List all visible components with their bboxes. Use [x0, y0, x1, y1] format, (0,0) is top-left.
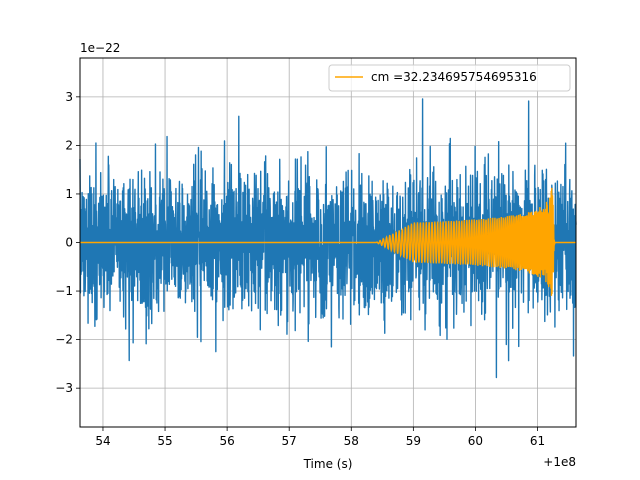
legend-label-cm: cm =32.234695754695316 [371, 70, 537, 84]
x-axis-label: Time (s) [303, 457, 353, 471]
y-tick-label: −3 [55, 381, 73, 395]
x-tick-label: 61 [530, 434, 545, 448]
y-tick-label: 2 [65, 138, 73, 152]
y-tick-label: 3 [65, 90, 73, 104]
y-axis: −3 −2 −1 0 1 2 3 [55, 90, 80, 395]
x-tick-label: 59 [406, 434, 421, 448]
y-tick-label: −1 [55, 284, 73, 298]
x-tick-label: 57 [282, 434, 297, 448]
y-tick-label: 1 [65, 187, 73, 201]
x-tick-label: 58 [344, 434, 359, 448]
x-tick-label: 60 [468, 434, 483, 448]
legend-box [328, 64, 571, 92]
y-tick-label: −2 [55, 333, 73, 347]
legend: cm =32.234695754695316 [328, 64, 571, 92]
x-tick-label: 56 [219, 434, 234, 448]
x-tick-label: 55 [157, 434, 172, 448]
y-tick-label: 0 [65, 236, 73, 250]
series-chirp [80, 187, 576, 296]
x-tick-label: 54 [95, 434, 110, 448]
y-scale-label: 1e−22 [80, 41, 120, 55]
x-axis: 54 55 56 57 58 59 60 61 [95, 427, 545, 448]
x-offset-label: +1e8 [543, 455, 576, 469]
plot-area [79, 98, 577, 379]
